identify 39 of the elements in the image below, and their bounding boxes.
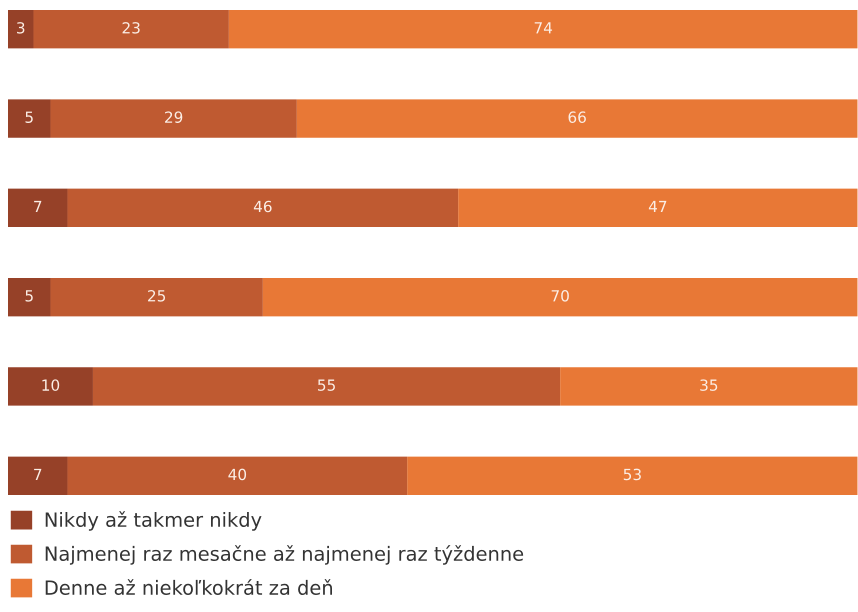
data-label: 70: [552, 290, 569, 302]
bar: [8, 456, 68, 495]
data-label: 5: [26, 112, 33, 123]
data-label: 46: [254, 200, 272, 212]
bar: [8, 188, 68, 228]
data-label: 5: [26, 290, 33, 302]
data-label: 7: [34, 468, 42, 480]
data-label: 29: [165, 111, 182, 123]
data-label: 23: [122, 22, 140, 34]
data-label: 3: [17, 22, 24, 34]
data-label: 40: [228, 468, 246, 480]
bar: [92, 367, 560, 406]
bar: [262, 278, 858, 316]
bar: [50, 278, 263, 316]
data-label: 25: [148, 290, 166, 302]
legend-label: Nikdy až takmer nikdy: [46, 511, 262, 531]
bar: [458, 188, 858, 228]
bar: [560, 367, 858, 406]
bar: [296, 99, 858, 138]
bar: [8, 99, 50, 138]
bar: [33, 10, 229, 48]
data-label: 74: [534, 22, 552, 34]
data-label: 10: [42, 379, 60, 391]
data-label: 35: [700, 379, 718, 391]
legend-label: Denne až niekoľkokrát za deň: [46, 579, 332, 595]
bar: [67, 188, 458, 228]
data-label: 7: [34, 200, 42, 212]
bar: [67, 456, 408, 495]
data-label: 66: [568, 111, 586, 123]
bar: [8, 278, 50, 316]
bar: [228, 10, 858, 48]
bar: [407, 456, 858, 495]
data-label: 53: [624, 468, 641, 480]
legend-label: Najmenej raz mesačne až najmenej raz týždenne: [46, 545, 524, 565]
data-label: 47: [648, 200, 666, 212]
data-label: 55: [318, 380, 335, 391]
bar: [50, 99, 297, 138]
bar: [8, 10, 34, 48]
bar: [8, 367, 93, 406]
